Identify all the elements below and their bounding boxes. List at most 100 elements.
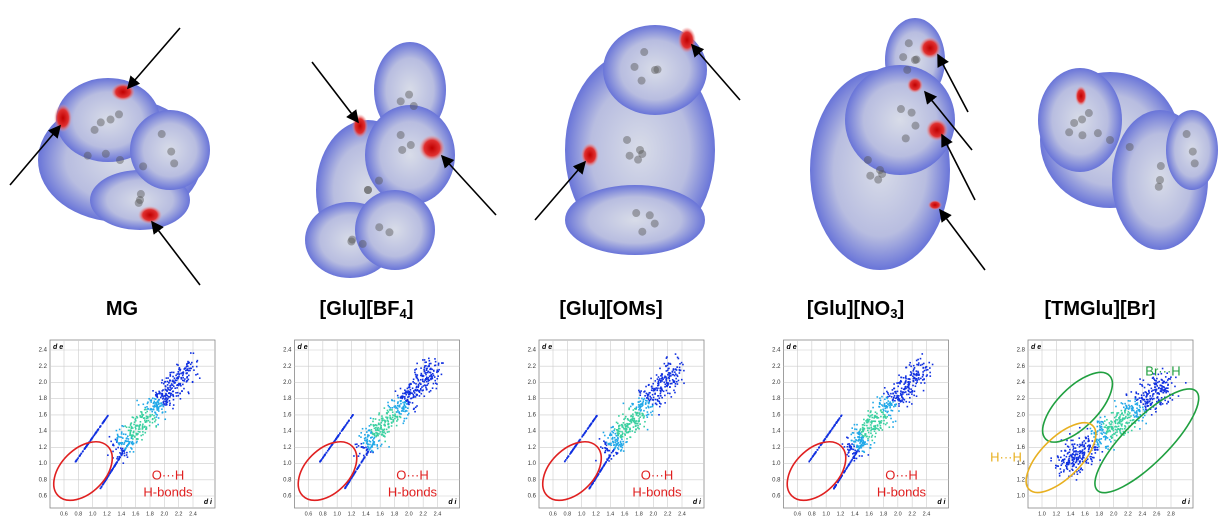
point bbox=[870, 430, 872, 432]
point bbox=[1083, 453, 1085, 455]
point bbox=[619, 444, 621, 446]
point bbox=[613, 442, 615, 444]
point bbox=[1143, 399, 1145, 401]
point bbox=[1103, 423, 1105, 425]
point bbox=[345, 424, 347, 426]
point bbox=[176, 387, 178, 389]
point bbox=[407, 407, 409, 409]
point bbox=[188, 370, 190, 372]
point bbox=[905, 386, 907, 388]
point bbox=[1057, 465, 1059, 467]
point bbox=[875, 416, 877, 418]
point bbox=[403, 423, 405, 425]
atom bbox=[651, 220, 659, 228]
point bbox=[1151, 388, 1153, 390]
point bbox=[1162, 382, 1164, 384]
point bbox=[853, 449, 855, 451]
y-tick-label: 1.6 bbox=[39, 412, 48, 418]
point bbox=[169, 396, 171, 398]
x-tick-label: 1.2 bbox=[103, 511, 111, 517]
point bbox=[651, 389, 653, 391]
point bbox=[1079, 455, 1081, 457]
point bbox=[382, 420, 384, 422]
point bbox=[432, 373, 434, 375]
point bbox=[166, 399, 168, 401]
point bbox=[895, 392, 897, 394]
point bbox=[653, 397, 655, 399]
point bbox=[599, 471, 601, 473]
point bbox=[1072, 440, 1074, 442]
point bbox=[922, 379, 924, 381]
point bbox=[610, 443, 612, 445]
point bbox=[1124, 410, 1126, 412]
point bbox=[591, 423, 593, 425]
point bbox=[156, 408, 158, 410]
point bbox=[836, 422, 838, 424]
point bbox=[920, 378, 922, 380]
point bbox=[1079, 462, 1081, 464]
point bbox=[166, 390, 168, 392]
atom bbox=[638, 228, 646, 236]
point bbox=[366, 431, 368, 433]
point bbox=[929, 367, 931, 369]
point bbox=[406, 410, 408, 412]
y-tick-label: 2.4 bbox=[528, 348, 537, 354]
point bbox=[1091, 461, 1093, 463]
point bbox=[165, 411, 167, 413]
point bbox=[360, 436, 362, 438]
point bbox=[1157, 382, 1159, 384]
point bbox=[1100, 417, 1102, 419]
point bbox=[1107, 427, 1109, 429]
point bbox=[355, 444, 357, 446]
point bbox=[1165, 392, 1167, 394]
point bbox=[416, 387, 418, 389]
point bbox=[364, 434, 366, 436]
y-tick-label: 1.8 bbox=[772, 396, 781, 402]
point bbox=[1134, 426, 1136, 428]
point bbox=[675, 383, 677, 385]
point bbox=[865, 420, 867, 422]
point bbox=[884, 405, 886, 407]
atom bbox=[397, 131, 405, 139]
atom bbox=[1065, 128, 1073, 136]
point bbox=[659, 406, 661, 408]
point bbox=[180, 398, 182, 400]
point bbox=[404, 411, 406, 413]
point bbox=[165, 381, 167, 383]
point bbox=[835, 484, 837, 486]
point bbox=[397, 408, 399, 410]
point bbox=[1077, 459, 1079, 461]
point bbox=[320, 460, 322, 462]
point bbox=[157, 397, 159, 399]
point bbox=[154, 411, 156, 413]
point bbox=[1055, 465, 1057, 467]
point bbox=[571, 451, 573, 453]
y-axis-label: d e bbox=[542, 344, 552, 351]
point bbox=[657, 400, 659, 402]
point bbox=[639, 391, 641, 393]
point bbox=[664, 377, 666, 379]
point bbox=[624, 418, 626, 420]
point bbox=[392, 411, 394, 413]
point bbox=[423, 385, 425, 387]
x-tick-label: 2.2 bbox=[175, 511, 183, 517]
point bbox=[163, 404, 165, 406]
point bbox=[441, 374, 443, 376]
y-tick-label: 2.0 bbox=[528, 380, 537, 386]
point bbox=[645, 407, 647, 409]
point bbox=[421, 373, 423, 375]
point bbox=[644, 395, 646, 397]
point bbox=[1171, 382, 1173, 384]
point bbox=[1098, 444, 1100, 446]
annotation: Br···H bbox=[1145, 363, 1180, 378]
point bbox=[1143, 392, 1145, 394]
point bbox=[1093, 432, 1095, 434]
point bbox=[1131, 430, 1133, 432]
point bbox=[178, 383, 180, 385]
annotation: H···H bbox=[990, 449, 1022, 464]
point bbox=[1096, 439, 1098, 441]
point bbox=[916, 380, 918, 382]
point bbox=[859, 434, 861, 436]
point bbox=[408, 403, 410, 405]
point bbox=[157, 424, 159, 426]
